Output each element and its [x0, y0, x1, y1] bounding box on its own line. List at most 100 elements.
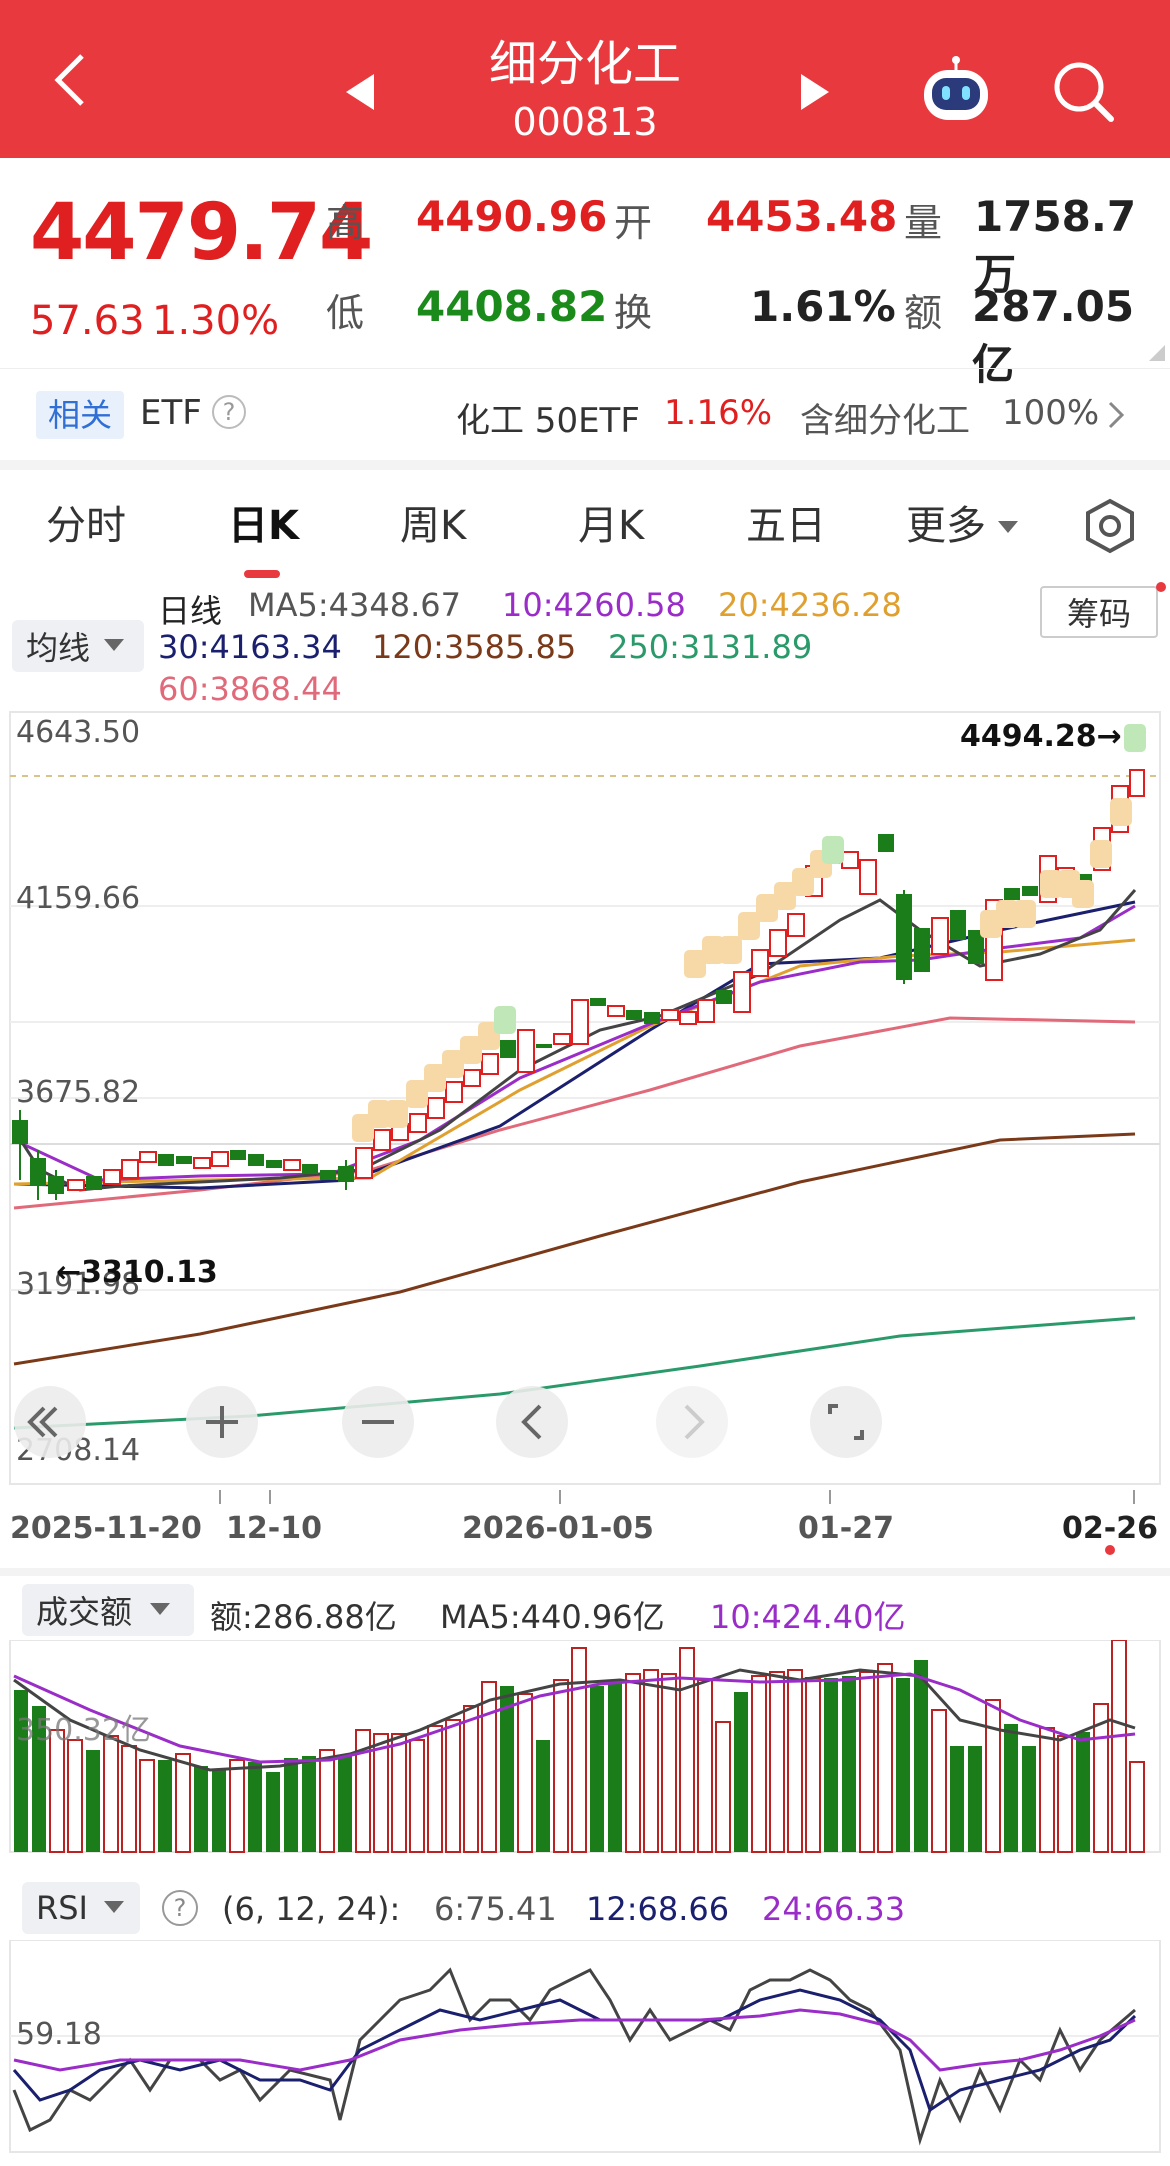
- y-label-4: 3191.98: [16, 1267, 140, 1302]
- volume-value: 1758.7万: [974, 192, 1137, 299]
- etf-weight: 100%: [1002, 393, 1100, 433]
- tab-monthly-k[interactable]: 月K: [578, 503, 645, 549]
- price-change: 57.63: [30, 298, 145, 344]
- volume-y-label: 350.32亿: [16, 1713, 151, 1748]
- help-icon[interactable]: ?: [212, 395, 246, 429]
- stock-name: 细分化工: [488, 36, 681, 92]
- amount-value: 287.05亿: [972, 282, 1135, 389]
- caret-down-icon: [150, 1603, 171, 1615]
- y-label-2: 4159.66: [16, 881, 140, 916]
- robot-assistant-icon[interactable]: [918, 56, 994, 126]
- volume-bars: [14, 1640, 1145, 1853]
- legend-ma60: 60:3868.44: [158, 670, 342, 708]
- legend-ma250: 250:3131.89: [608, 628, 813, 666]
- section-divider: [0, 460, 1170, 470]
- chart-nav-controls: [14, 1386, 882, 1458]
- expand-corner-icon[interactable]: [1148, 344, 1166, 362]
- active-tab-indicator: [244, 570, 280, 578]
- indicator-rsi-dropdown[interactable]: RSI: [22, 1882, 140, 1934]
- legend-ma20: 20:4236.28: [718, 586, 902, 624]
- chevron-right-icon[interactable]: [1104, 397, 1128, 433]
- volume-ma10-line: [13, 1672, 1136, 1764]
- tab-daily-k[interactable]: 日K: [228, 503, 299, 549]
- indicator-volume-dropdown[interactable]: 成交额: [22, 1584, 194, 1636]
- x-label-5: 02-26: [1062, 1511, 1158, 1546]
- tab-intraday[interactable]: 分时: [46, 503, 126, 549]
- legend-kline-type: 日线: [158, 592, 223, 630]
- related-tag: 相关: [36, 391, 124, 439]
- rsi12-line: [12, 1988, 1137, 2113]
- high-price-marker: 4494.28→: [960, 719, 1122, 754]
- amount-label: 额: [904, 291, 943, 335]
- more-caret-icon[interactable]: [996, 518, 1020, 538]
- volume-indicator-label: 成交额: [36, 1593, 133, 1631]
- stock-code: 000813: [512, 100, 658, 144]
- caret-down-icon: [103, 1901, 124, 1913]
- turnover-value: 1.61%: [750, 282, 896, 331]
- section-divider: [0, 1568, 1170, 1576]
- scroll-first-button[interactable]: [14, 1386, 86, 1458]
- quote-panel: 4479.74 57.63 1.30% 高 4490.96 开 4453.48 …: [0, 158, 1170, 389]
- x-label-1: 2025-11-20: [10, 1511, 202, 1546]
- etf-contains: 含细分化工: [800, 401, 970, 441]
- fullscreen-button[interactable]: [810, 1386, 882, 1458]
- indicator-ma-dropdown[interactable]: 均线: [12, 620, 144, 672]
- chip-distribution-button[interactable]: 筹码: [1040, 586, 1158, 638]
- low-label: 低: [326, 291, 365, 335]
- volume-amount: 额:286.88亿: [210, 1598, 397, 1636]
- price-change-pct: 1.30%: [152, 298, 280, 344]
- rsi-12: 12:68.66: [586, 1890, 730, 1928]
- volume-ma5: MA5:440.96亿: [440, 1598, 665, 1636]
- open-label: 开: [614, 201, 653, 245]
- prev-stock-icon[interactable]: [340, 72, 380, 112]
- volume-chart: 350.32亿: [9, 1640, 1161, 1853]
- x-label-4: 01-27: [798, 1511, 894, 1546]
- legend-ma5: MA5:4348.67: [248, 586, 461, 624]
- indicator-ma-label: 均线: [26, 629, 91, 667]
- etf-name[interactable]: 化工 50ETF: [456, 401, 640, 441]
- notification-dot: [1156, 582, 1166, 592]
- legend-ma120: 120:3585.85: [372, 628, 577, 666]
- scroll-right-button[interactable]: [656, 1386, 728, 1458]
- period-tabs: 分时 日K 周K 月K 五日 更多: [0, 470, 1170, 582]
- legend-ma10: 10:4260.58: [502, 586, 686, 624]
- current-date-dot: [1105, 1545, 1115, 1555]
- rsi-help-icon[interactable]: ?: [162, 1890, 198, 1926]
- kline-chart[interactable]: 4643.50 4159.66 3675.82 3191.98 2708.14: [0, 700, 1170, 1570]
- next-stock-icon[interactable]: [795, 72, 835, 112]
- y-label-3: 3675.82: [16, 1075, 140, 1110]
- rsi-params: (6, 12, 24):: [222, 1890, 401, 1928]
- rsi-6: 6:75.41: [434, 1890, 557, 1928]
- related-etf-bar[interactable]: 相关 ETF ? 化工 50ETF 1.16% 含细分化工 100%: [0, 368, 1170, 460]
- tab-weekly-k[interactable]: 周K: [400, 503, 467, 549]
- low-value: 4408.82: [416, 282, 608, 331]
- rsi-24: 24:66.33: [762, 1890, 906, 1928]
- candlesticks: [12, 769, 1145, 1200]
- sequence-markers: [352, 724, 1146, 1142]
- settings-hexagon-icon[interactable]: [1080, 496, 1140, 556]
- volume-ma10: 10:424.40亿: [710, 1598, 906, 1636]
- rsi6-line: [12, 1967, 1136, 2146]
- rsi-y-label: 59.18: [16, 2017, 102, 2052]
- tab-five-day[interactable]: 五日: [746, 503, 826, 549]
- caret-down-icon: [104, 639, 125, 651]
- back-icon[interactable]: [40, 50, 100, 110]
- y-label-top: 4643.50: [16, 715, 140, 750]
- low-price-marker: ←3310.13: [56, 1255, 218, 1290]
- ma120-line: [13, 1132, 1136, 1366]
- tab-more[interactable]: 更多: [906, 503, 986, 549]
- search-icon[interactable]: [1048, 56, 1118, 126]
- ma5-line: [12, 889, 1137, 1192]
- high-label: 高: [326, 201, 365, 245]
- scroll-left-button[interactable]: [496, 1386, 568, 1458]
- ma250-line: [13, 1316, 1136, 1430]
- turnover-label: 换: [614, 291, 653, 335]
- rsi-indicator-label: RSI: [36, 1889, 88, 1927]
- rsi-chart: 59.18: [9, 1940, 1161, 2153]
- volume-ma5-line: [13, 1668, 1136, 1772]
- header-bar: 细分化工 000813: [0, 0, 1170, 158]
- high-value: 4490.96: [416, 192, 608, 241]
- rsi24-line: [13, 2008, 1136, 2072]
- legend-ma30: 30:4163.34: [158, 628, 342, 666]
- last-price: 4479.74: [30, 188, 373, 278]
